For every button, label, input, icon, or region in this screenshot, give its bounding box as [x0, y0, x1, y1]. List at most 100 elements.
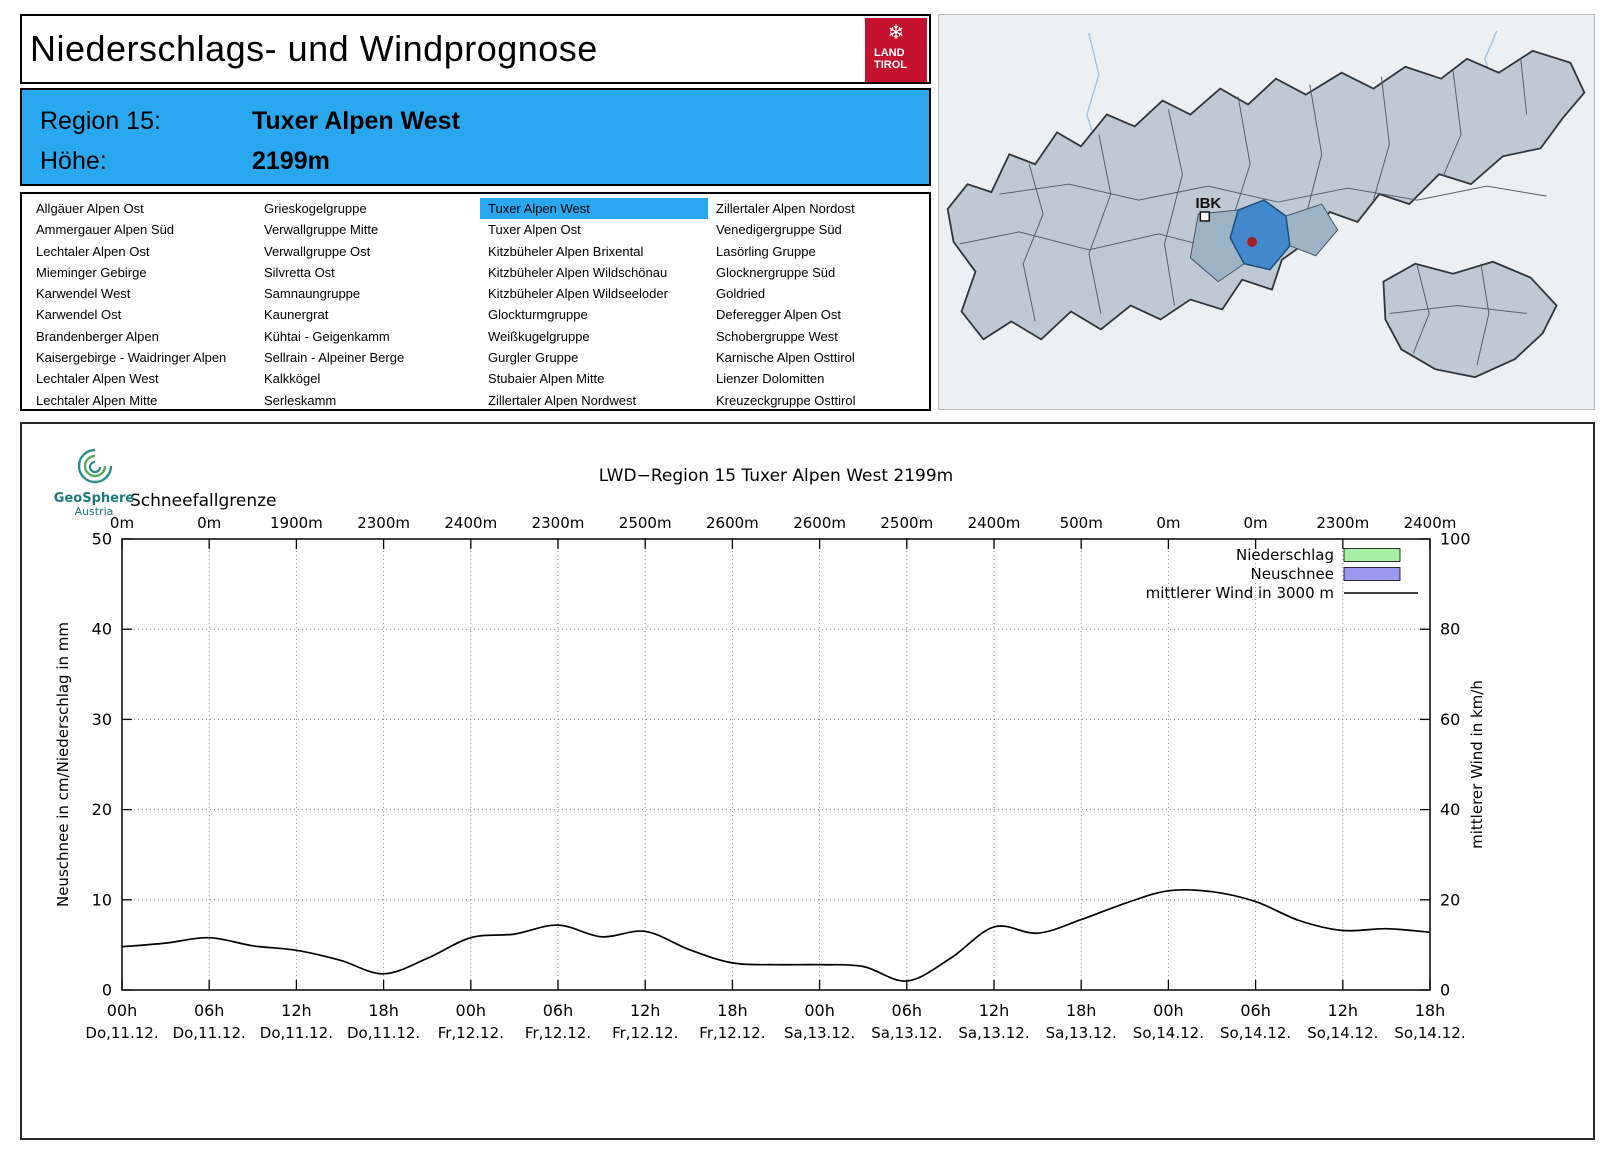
region-item[interactable]: Kalkkögel	[264, 371, 321, 387]
region-item[interactable]: Zillertaler Alpen Nordost	[716, 201, 855, 216]
region-border	[1442, 70, 1462, 177]
region-item[interactable]: Karwendel West	[36, 286, 131, 302]
x-tick-hour: 18h	[717, 1001, 748, 1020]
snowline-value: 2500m	[880, 514, 933, 532]
legend-label: mittlerer Wind in 3000 m	[1146, 584, 1334, 602]
y-right-tick-label: 60	[1440, 710, 1460, 729]
region-item[interactable]: Samnaungruppe	[264, 286, 361, 302]
river-line	[1086, 32, 1100, 147]
region-item[interactable]: Lechtaler Alpen West	[36, 371, 159, 387]
region-item[interactable]: Allgäuer Alpen Ost	[36, 201, 144, 216]
legend-swatch-neuschnee	[1343, 567, 1401, 581]
region-list: Allgäuer Alpen Ost Ammergauer Alpen Süd Le…	[20, 192, 931, 411]
region-item[interactable]: Schobergruppe West	[716, 328, 838, 344]
y-axis-label-right: mittlerer Wind in km/h	[1468, 680, 1486, 849]
snowline-value: 2400m	[1404, 514, 1457, 532]
region-item[interactable]: Glockturmgruppe	[488, 307, 588, 323]
region-item[interactable]: Lasörling Gruppe	[716, 243, 816, 259]
region-item[interactable]: Lechtaler Alpen Ost	[36, 243, 150, 259]
x-tick-hour: 18h	[368, 1001, 399, 1020]
region-item[interactable]: Goldried	[716, 286, 766, 302]
region-item[interactable]: Mieminger Gebirge	[36, 264, 147, 280]
region-item[interactable]: Grieskogelgruppe	[264, 201, 367, 216]
x-tick-day: So,14.12.	[1220, 1024, 1291, 1042]
region-item[interactable]: Sellrain - Alpeiner Berge	[264, 350, 405, 366]
logo-line1: LAND	[874, 47, 905, 59]
region-border	[1088, 134, 1112, 314]
region-item[interactable]: Kühtai - Geigenkamm	[264, 328, 390, 344]
region-info-box: Region 15: Tuxer Alpen West Höhe: 2199m	[20, 88, 931, 186]
map-region-selected[interactable]	[1229, 199, 1291, 271]
geosphere-swirl-icon	[77, 448, 113, 484]
region-border	[1372, 76, 1390, 201]
region-item[interactable]: Brandenberger Alpen	[36, 328, 159, 344]
region-item[interactable]: Weißkugelgruppe	[488, 328, 590, 344]
region-item[interactable]: Tuxer Alpen Ost	[488, 222, 581, 238]
geosphere-name: GeoSphere	[53, 491, 135, 506]
x-tick-day: Do,11.12.	[85, 1024, 158, 1042]
legend-label: Neuschnee	[1251, 565, 1335, 583]
region-item[interactable]: Kreuzeckgruppe Osttirol	[716, 392, 856, 408]
region-item[interactable]: Kitzbüheler Alpen Wildseeloder	[488, 286, 668, 302]
snowline-value: 2400m	[968, 514, 1021, 532]
region-border	[999, 183, 1547, 203]
map-north-tirol[interactable]	[946, 49, 1586, 341]
region-label: Region 15:	[40, 106, 161, 135]
geosphere-logo: GeoSphere Austria	[48, 444, 140, 518]
x-tick-day: Do,11.12.	[260, 1024, 333, 1042]
snowline-value: 2300m	[1316, 514, 1369, 532]
x-tick-day: So,14.12.	[1394, 1024, 1465, 1042]
y-right-tick-label: 20	[1440, 890, 1460, 909]
region-item-selected[interactable]: Tuxer Alpen West	[480, 198, 708, 220]
region-item[interactable]: Karnische Alpen Osttirol	[716, 350, 855, 366]
y-axis-label-left: Neuschnee in cm/Niederschlag in mm	[54, 622, 72, 907]
y-left-tick-label: 30	[92, 710, 112, 729]
x-tick-day: Sa,13.12.	[784, 1024, 855, 1042]
x-tick-day: Sa,13.12.	[1046, 1024, 1117, 1042]
x-tick-day: Sa,13.12.	[958, 1024, 1029, 1042]
region-item[interactable]: Deferegger Alpen Ost	[716, 307, 842, 323]
x-tick-hour: 12h	[281, 1001, 312, 1020]
region-border	[1520, 58, 1528, 115]
x-tick-hour: 06h	[1240, 1001, 1271, 1020]
snowline-value: 500m	[1060, 514, 1103, 532]
wind-line	[121, 888, 1431, 982]
region-item[interactable]: Kitzbüheler Alpen Wildschönau	[488, 264, 668, 280]
region-item[interactable]: Kaunergrat	[264, 307, 329, 323]
region-item[interactable]: Kaisergebirge - Waidringer Alpen	[36, 350, 227, 366]
region-item[interactable]: Lienzer Dolomitten	[716, 371, 825, 387]
region-item[interactable]: Karwendel Ost	[36, 307, 122, 323]
region-item[interactable]: Silvretta Ost	[264, 264, 335, 280]
snowline-value: 0m	[110, 514, 134, 532]
map-east-tirol[interactable]	[1382, 260, 1558, 379]
header: Niederschlags- und Windprognose ❄ LAND T…	[20, 14, 931, 84]
region-border	[1164, 109, 1183, 306]
x-tick-hour: 12h	[979, 1001, 1010, 1020]
axis-ticks	[121, 538, 1431, 991]
region-item[interactable]: Zillertaler Alpen Nordwest	[488, 392, 637, 408]
region-item[interactable]: Kitzbüheler Alpen Brixental	[488, 243, 644, 259]
tirol-region-map[interactable]: IBK	[938, 14, 1595, 410]
forecast-chart-panel: LWD−Region 15 Tuxer Alpen West 2199m Schn…	[20, 422, 1595, 1140]
snowline-value: 0m	[1156, 514, 1180, 532]
region-item[interactable]: Verwallgruppe Ost	[264, 243, 371, 259]
region-item[interactable]: Stubaier Alpen Mitte	[488, 371, 605, 387]
region-item[interactable]: Lechtaler Alpen Mitte	[36, 392, 158, 408]
y-right-tick-label: 40	[1440, 800, 1460, 819]
land-tirol-logo-text: LAND TIROL	[865, 47, 907, 71]
region-item[interactable]: Serleskamm	[264, 392, 337, 408]
region-item[interactable]: Gurgler Gruppe	[488, 350, 579, 366]
snowline-value: 2300m	[532, 514, 585, 532]
snowline-label: Schneefallgrenze	[130, 491, 276, 511]
city-marker-square	[1199, 211, 1211, 222]
region-item[interactable]: Verwallgruppe Mitte	[264, 222, 379, 238]
x-tick-day: Fr,12.12.	[438, 1024, 504, 1042]
y-right-tick-label: 80	[1440, 620, 1460, 639]
region-item[interactable]: Venedigergruppe Süd	[716, 222, 842, 238]
land-tirol-logo: ❄ LAND TIROL	[865, 18, 927, 82]
x-tick-hour: 06h	[892, 1001, 923, 1020]
y-left-tick-label: 20	[92, 800, 112, 819]
region-item[interactable]: Ammergauer Alpen Süd	[36, 222, 175, 238]
region-item[interactable]: Glocknergruppe Süd	[716, 264, 836, 280]
height-row: Höhe: 2199m	[40, 141, 929, 181]
